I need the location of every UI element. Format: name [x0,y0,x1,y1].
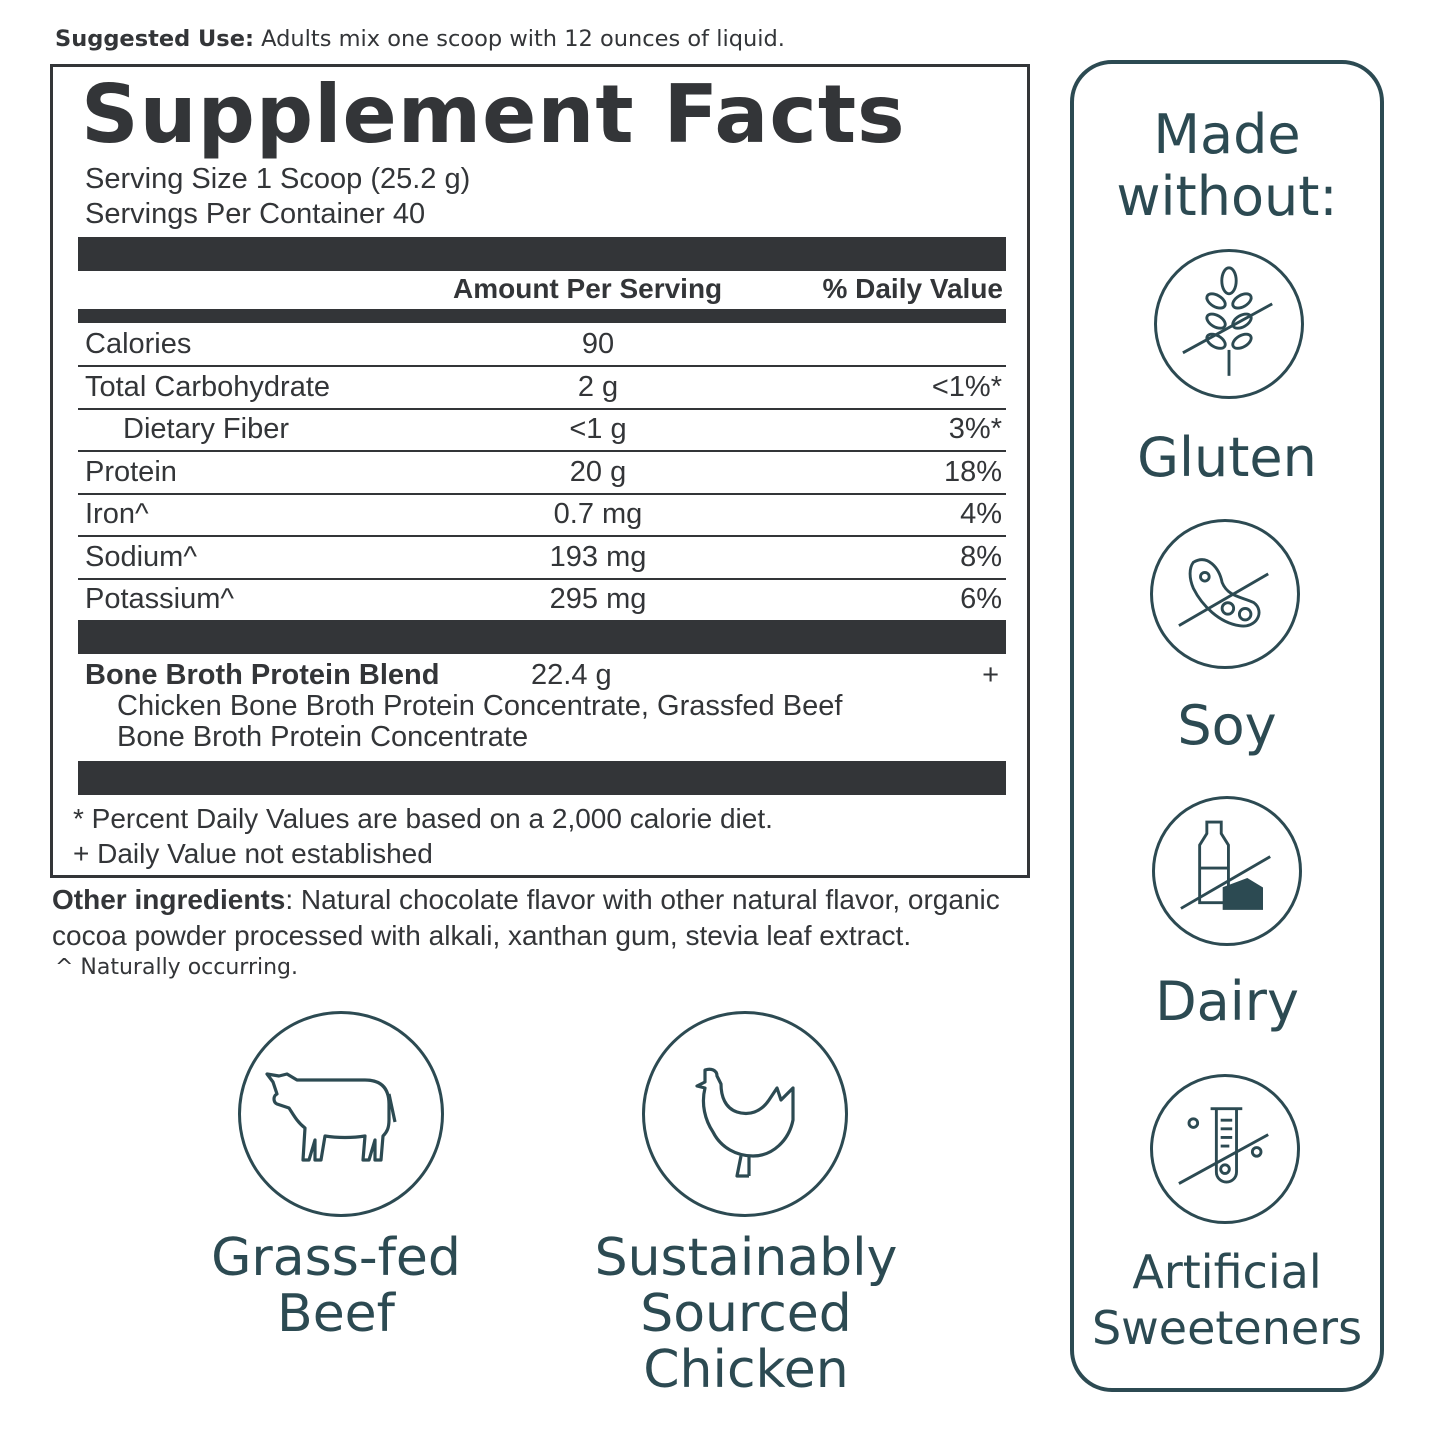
blend-ingredients-line1: Chicken Bone Broth Protein Concentrate, … [117,690,843,722]
nutrient-row: Dietary Fiber <1 g 3%* [78,408,1006,452]
nutrient-amount: 193 mg [549,540,647,573]
beef-badge [238,1011,444,1217]
soy-label: Soy [1177,694,1277,757]
footnote-not-established: + Daily Value not established [73,838,433,869]
blend-ingredients-line2: Bone Broth Protein Concentrate [117,721,529,753]
nutrient-amount: <1 g [569,413,627,445]
artificial-sweeteners-badge [1150,1074,1300,1224]
nutrient-row: Calories 90 [78,323,1006,367]
nutrient-amount: 90 [581,328,615,360]
nutrient-row: Iron^ 0.7 mg 4% [78,493,1006,537]
footnote-daily-values: * Percent Daily Values are based on a 2,… [73,803,773,834]
nutrient-row: Total Carbohydrate 2 g <1%* [78,366,1006,410]
naturally-occurring-note: ^ Naturally occurring. [55,955,299,980]
nutrient-amount: 20 g [569,455,627,488]
nutrient-amount: 295 mg [549,583,647,615]
dairy-label: Dairy [1155,970,1299,1033]
soy-badge [1150,519,1300,669]
chicken-label: Sustainably Sourced Chicken [594,1228,898,1400]
wheat-crossed-icon [1182,266,1273,376]
nutrient-daily-value: 3%* [948,413,1002,445]
header-daily-value: % Daily Value [822,273,1003,304]
blend-amount: 22.4 g [531,659,612,691]
nutrient-name: Iron^ [85,498,149,530]
nutrient-row: Protein 20 g 18% [78,451,1006,495]
nutrient-daily-value: 8% [960,540,1002,573]
made-without-title: Made without: [1116,103,1338,228]
nutrient-name: Total Carbohydrate [85,370,331,403]
nutrient-daily-value: 18% [943,455,1002,488]
beef-label: Grass-fed Beef [211,1228,461,1344]
test-tube-crossed-icon [1178,1107,1269,1185]
servings-per-container: Servings Per Container 40 [85,198,426,230]
other-ingredients: Other ingredients: Natural chocolate fla… [52,884,1000,951]
cow-icon [265,1072,397,1162]
soybean-crossed-icon [1178,558,1269,628]
blend-name: Bone Broth Protein Blend [85,659,440,691]
nutrient-name: Dietary Fiber [123,413,289,445]
dairy-badge [1152,796,1302,946]
nutrient-amount: 0.7 mg [553,498,643,530]
chicken-badge [642,1011,848,1217]
nutrient-name: Sodium^ [85,540,197,573]
nutrient-row: Potassium^ 295 mg 6% [78,578,1006,622]
nutrient-name: Protein [85,455,177,488]
artificial-sweeteners-label: Artificial Sweeteners [1091,1245,1363,1355]
milk-cheese-crossed-icon [1180,820,1271,910]
header-amount: Amount Per Serving [453,273,723,304]
divider-bar [78,620,1006,654]
nutrient-name: Calories [85,328,192,360]
nutrient-amount: 2 g [577,370,619,403]
nutrient-name: Potassium^ [85,583,234,615]
nutrient-row: Sodium^ 193 mg 8% [78,536,1006,580]
supplement-facts-panel: Supplement Facts Serving Size 1 Scoop (2… [50,64,1030,878]
chicken-icon [695,1067,795,1178]
serving-size: Serving Size 1 Scoop (25.2 g) [85,163,471,195]
gluten-badge [1154,249,1304,399]
made-without-panel: Made without: Gluten Soy Dairy Artificial… [1070,60,1384,1392]
nutrient-daily-value: 6% [960,583,1002,615]
nutrient-daily-value: <1%* [931,370,1002,403]
blend-dv: + [982,659,999,691]
facts-title: Supplement Facts [81,68,906,161]
gluten-label: Gluten [1137,426,1317,489]
divider-bar [78,761,1006,795]
suggested-use: Suggested Use: Adults mix one scoop with… [55,26,785,52]
divider-bar [78,309,1006,323]
nutrient-daily-value: 4% [960,498,1002,530]
divider-bar [78,237,1006,271]
